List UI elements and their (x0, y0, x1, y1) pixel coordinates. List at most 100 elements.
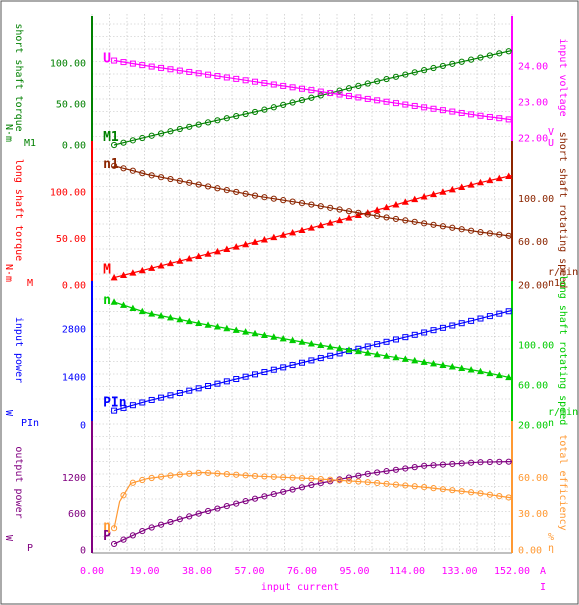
data-point (261, 106, 268, 113)
data-point (355, 94, 362, 101)
data-point (439, 324, 446, 331)
data-point (139, 527, 146, 535)
left-axis-symbol: M1 (24, 138, 36, 149)
data-point (364, 479, 371, 486)
data-point (448, 185, 456, 193)
data-point (148, 132, 155, 139)
data-point (110, 273, 118, 281)
data-point (449, 322, 456, 329)
data-point (458, 364, 466, 372)
series-label: M1 (103, 130, 119, 145)
data-point (195, 70, 202, 77)
series-η: η (103, 469, 513, 534)
data-point (327, 476, 334, 483)
data-point (486, 313, 493, 320)
data-point (129, 479, 136, 486)
data-point (476, 367, 485, 375)
data-point (299, 85, 305, 92)
data-point (129, 269, 137, 276)
data-point (439, 62, 447, 70)
data-point (355, 209, 362, 216)
data-point (374, 97, 381, 104)
data-point (298, 474, 306, 482)
data-point (111, 57, 118, 64)
data-point (233, 75, 240, 82)
data-point (317, 92, 324, 99)
data-point (157, 312, 165, 319)
right-tick-label: 23.00 (518, 97, 548, 108)
data-point (308, 201, 315, 208)
x-axis-label: input current (261, 582, 339, 593)
data-point (214, 73, 221, 80)
data-point (486, 491, 493, 498)
right-tick-label: 20.00 (518, 281, 548, 292)
data-point (345, 208, 353, 215)
chart: 0.00 19.00 38.00 57.00 76.00 95.00 114.00 133.0… (3, 14, 578, 593)
data-point (214, 185, 221, 192)
data-point (458, 183, 466, 190)
data-point (486, 369, 494, 377)
data-point (449, 460, 456, 468)
right-tick-label: 20.00 (518, 421, 548, 432)
data-point (430, 327, 437, 334)
series-label: P (103, 529, 111, 544)
data-point (383, 468, 390, 475)
series-PIn: PIn (103, 308, 513, 414)
data-point (383, 338, 390, 345)
data-point (129, 60, 136, 67)
data-point (458, 226, 465, 233)
right-axis-symbol: U (548, 138, 554, 149)
data-point (486, 176, 494, 184)
series-n1: n1 (103, 157, 513, 239)
data-point (392, 73, 400, 80)
data-point (223, 378, 230, 385)
left-axis-label: short shaft torque (13, 23, 24, 131)
data-point (158, 394, 165, 401)
data-point (166, 259, 174, 267)
data-point (373, 206, 381, 213)
data-point (260, 236, 268, 243)
data-point (157, 262, 165, 269)
data-point (392, 353, 400, 361)
data-point (411, 195, 419, 203)
data-point (176, 516, 183, 523)
data-point (214, 470, 221, 477)
data-point (139, 399, 146, 406)
data-point (401, 198, 409, 205)
data-point (119, 301, 128, 308)
right-axis-symbol: n1 (548, 278, 560, 289)
left-tick-label: 0.00 (62, 141, 86, 152)
right-tick-label: 60.00 (518, 381, 548, 392)
x-tick-label: 76.00 (287, 566, 317, 577)
series-label: M (103, 263, 111, 278)
data-point (317, 203, 324, 210)
data-point (373, 350, 381, 358)
data-point (148, 524, 155, 531)
data-point (120, 165, 127, 172)
series-M: M (103, 172, 513, 281)
right-axis-label: short shaft rotating speed (557, 132, 568, 289)
data-point (110, 298, 118, 305)
data-point (129, 402, 136, 409)
data-point (383, 98, 390, 105)
data-point (458, 488, 465, 495)
right-tick-label: 24.00 (518, 61, 548, 72)
data-point (477, 112, 484, 119)
data-point (505, 494, 512, 501)
x-axis-unit: A (540, 566, 546, 577)
data-point (195, 252, 203, 260)
data-point (223, 502, 230, 510)
data-point (364, 349, 372, 356)
data-point (280, 488, 287, 495)
data-point (261, 473, 268, 480)
data-point (148, 264, 156, 271)
left-tick-label: 0 (80, 421, 86, 432)
data-point (176, 389, 183, 396)
data-point (392, 215, 400, 223)
right-tick-label: 100.00 (518, 341, 554, 352)
x-tick-label: 38.00 (182, 566, 212, 577)
data-point (251, 192, 259, 199)
data-point (420, 358, 428, 365)
data-point (280, 364, 287, 371)
data-point (477, 459, 484, 466)
